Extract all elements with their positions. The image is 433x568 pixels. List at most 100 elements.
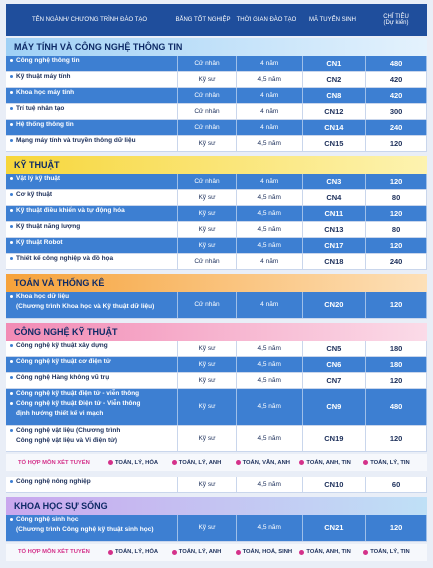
name-line: Công nghệ kỹ thuật cơ điện tử <box>10 357 111 367</box>
quota-text: 480 <box>389 59 403 68</box>
duration: 4,5 năm <box>237 477 303 492</box>
header-text: TÊN NGÀNH/ CHƯƠNG TRÌNH ĐÀO TẠO <box>31 17 148 23</box>
duration-text: 4 năm <box>260 108 279 115</box>
duration-text: 4 năm <box>260 258 279 265</box>
program-name: Công nghệ Hàng không vũ trụ <box>6 372 179 388</box>
duration: 4 năm <box>237 56 303 71</box>
bullet <box>10 391 13 395</box>
degree-text: Cử nhân <box>194 92 220 99</box>
quota: 420 <box>366 88 427 103</box>
program-name: Kỹ thuật năng lượng <box>6 222 179 237</box>
name-line: Cơ kỹ thuật <box>10 190 52 200</box>
degree: Cử nhân <box>178 120 237 135</box>
code: CN5 <box>303 340 367 356</box>
column-header: TÊN NGÀNH/ CHƯƠNG TRÌNH ĐÀO TẠO <box>6 4 173 36</box>
name-line: (Chương trình Công nghệ kỹ thuật sinh họ… <box>16 526 154 533</box>
quota: 240 <box>366 120 427 135</box>
section-title: KỸ THUẬT <box>14 160 60 170</box>
table-row: Trí tuệ nhân tạo Cử nhân 4 năm CN12 300 <box>6 104 427 120</box>
table-row: Công nghệ thông tin Cử nhân 4 năm CN1 480 <box>6 56 427 72</box>
degree: Kỹ sư <box>178 372 237 388</box>
duration-text: 4,5 năm <box>257 242 281 249</box>
name-line: Mạng máy tính và truyền thông dữ liệu <box>10 136 136 146</box>
duration: 4,5 năm <box>237 372 303 388</box>
combo-dot <box>171 549 177 555</box>
degree: Kỹ sư <box>178 356 237 372</box>
quota-text: 120 <box>389 375 403 385</box>
duration: 4,5 năm <box>237 515 303 541</box>
code-text: CN13 <box>324 225 344 234</box>
duration-text: 4 năm <box>260 301 279 309</box>
table-row: Khoa học dữ liệu (Chương trình Khoa học v… <box>6 292 427 319</box>
combo-text: TOÁN, HOÁ, SINH <box>242 549 293 555</box>
program-name: Công nghệ kỹ thuật xây dựng <box>6 340 179 356</box>
section-title: KHOA HỌC SỰ SỐNG <box>14 501 108 511</box>
code-text: CN5 <box>326 343 342 353</box>
table-row: Khoa học máy tính Cử nhân 4 năm CN8 420 <box>6 88 427 104</box>
table-row: Kỹ thuật Robot Kỹ sư 4,5 năm CN17 120 <box>6 238 427 254</box>
duration: 4 năm <box>237 254 303 269</box>
program-name: Kỹ thuật máy tính <box>6 72 179 87</box>
header-text: BẰNG TỐT NGHIỆP <box>175 17 231 23</box>
combo-item: TOÁN, LÝ, ANH <box>171 460 236 466</box>
duration: 4,5 năm <box>237 340 303 356</box>
section-title: TOÁN VÀ THỐNG KÊ <box>14 278 105 288</box>
quota: 120 <box>366 238 427 253</box>
combo-dot <box>108 460 113 465</box>
code: CN15 <box>303 136 367 151</box>
bullet <box>10 295 13 298</box>
table-row: Công nghệ sinh học (Chương trình Công ngh… <box>6 515 427 542</box>
degree-text: Kỹ sư <box>198 226 216 233</box>
combo-text: TOÁN, LÝ, HÓA <box>115 459 159 466</box>
code-text: CN17 <box>324 241 344 250</box>
combo-label-text: TỔ HỢP MÔN XÉT TUYỂN <box>18 549 90 555</box>
bullet <box>10 123 13 126</box>
code: CN6 <box>303 356 367 372</box>
degree-text: Kỹ sư <box>198 76 216 83</box>
degree-text: Kỹ sư <box>198 403 216 410</box>
code: CN12 <box>303 104 367 119</box>
degree-text: Cử nhân <box>194 258 220 265</box>
program-name: Công nghệ sinh học (Chương trình Công ngh… <box>6 515 179 541</box>
name-line: Công nghệ thông tin <box>10 56 80 66</box>
admission-combos: TỔ HỢP MÔN XÉT TUYỂN TOÁN, LÝ, HÓA TOÁN, L… <box>6 454 427 471</box>
table-row: Kỹ thuật điều khiển và tự động hóa Kỹ sư 4… <box>6 206 427 222</box>
duration: 4,5 năm <box>237 206 303 221</box>
code-text: CN2 <box>326 75 342 84</box>
quota-text: 420 <box>389 75 403 84</box>
code-text: CN11 <box>324 209 344 218</box>
duration: 4,5 năm <box>237 72 303 87</box>
duration: 4,5 năm <box>237 356 303 372</box>
bullet <box>10 518 13 521</box>
code: CN14 <box>303 120 367 135</box>
combo-item: TOÁN, LÝ, TIN <box>363 460 427 466</box>
column-header: THỜI GIAN ĐÀO TẠO <box>233 4 300 36</box>
duration-text: 4,5 năm <box>257 76 281 83</box>
bullet <box>10 59 13 62</box>
code-text: CN10 <box>324 480 344 489</box>
duration: 4 năm <box>237 88 303 103</box>
section-header: MÁY TÍNH VÀ CÔNG NGHỆ THÔNG TIN <box>6 38 427 56</box>
combo-dot <box>299 460 305 465</box>
duration: 4,5 năm <box>237 222 303 237</box>
program-name: Cơ kỹ thuật <box>6 190 179 205</box>
quota-text: 120 <box>389 177 403 186</box>
header-line: CHỈ TIÊU <box>383 14 409 20</box>
name-line: Công nghệ sinh học <box>10 515 78 525</box>
quota: 120 <box>366 136 427 151</box>
table-row: Công nghệ Hàng không vũ trụ Kỹ sư 4,5 năm C… <box>6 372 427 389</box>
program-name: Vật lý kỹ thuật <box>6 174 179 189</box>
program-name: Khoa học máy tính <box>6 88 179 103</box>
degree-text: Kỹ sư <box>198 140 216 147</box>
code-text: CN19 <box>324 433 344 443</box>
code-text: CN4 <box>326 193 342 202</box>
duration: 4 năm <box>237 104 303 119</box>
degree-text: Kỹ sư <box>198 434 216 442</box>
degree-text: Cử nhân <box>194 178 220 185</box>
code: CN10 <box>303 477 367 492</box>
program-name: Khoa học dữ liệu (Chương trình Khoa học v… <box>6 292 179 318</box>
degree: Cử nhân <box>178 254 237 269</box>
degree: Cử nhân <box>178 56 237 71</box>
code: CN2 <box>303 72 367 87</box>
